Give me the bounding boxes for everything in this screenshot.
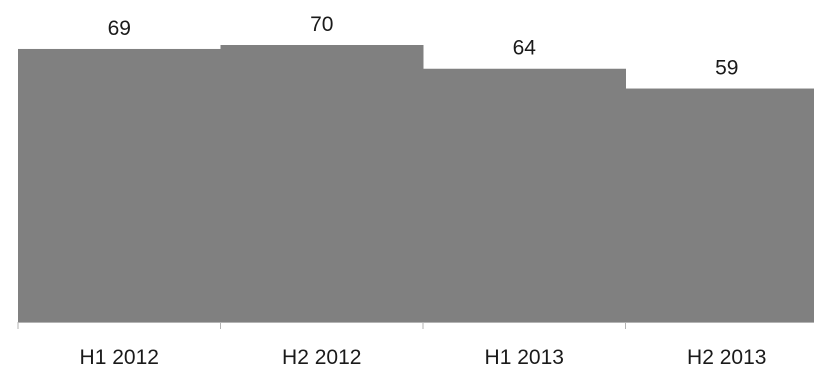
bars-group	[18, 45, 814, 323]
data-label: 64	[513, 37, 537, 60]
bar-h1-2012	[18, 48, 221, 322]
x-tick-labels-group: H1 2012 H2 2012 H1 2013 H2 2013	[80, 346, 767, 369]
x-tick-label: H1 2012	[80, 346, 159, 369]
data-label: 59	[715, 57, 738, 80]
bar-h2-2013	[625, 88, 814, 323]
data-label: 70	[310, 13, 333, 36]
bar-h1-2013	[423, 68, 626, 322]
bar-h2-2012	[220, 45, 424, 322]
value-labels-group: 69 70 64 59	[108, 13, 739, 80]
x-tick-label: H2 2013	[687, 346, 766, 369]
x-tick-label: H2 2012	[282, 346, 361, 369]
x-axis	[17, 322, 814, 329]
data-label: 69	[108, 17, 131, 40]
x-tick-label: H1 2013	[485, 346, 564, 369]
